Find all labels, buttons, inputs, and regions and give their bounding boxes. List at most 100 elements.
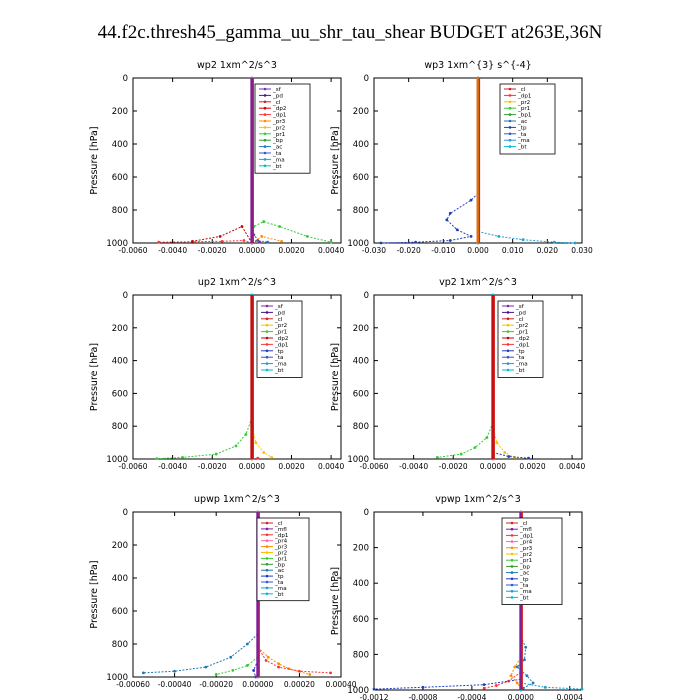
data-point (485, 436, 489, 440)
data-point (264, 659, 268, 662)
data-point (494, 684, 498, 687)
legend-marker (265, 527, 269, 531)
y-tick-label: 600 (112, 389, 128, 399)
y-tick-label: 400 (112, 140, 128, 150)
legend-label: _ac (519, 571, 529, 577)
legend-label: _bp (272, 138, 283, 144)
series-line (437, 422, 494, 458)
y-tick-label: 200 (112, 107, 128, 117)
legend-label: _tp (519, 577, 529, 583)
legend-label: _dp1 (274, 342, 289, 348)
legend-label: _pr4 (519, 540, 533, 546)
data-point (414, 240, 417, 244)
x-tick-label: -0.0040 (399, 462, 428, 471)
legend-marker (263, 164, 267, 168)
legend-marker (510, 577, 514, 581)
legend-marker (265, 317, 269, 321)
legend-marker (265, 349, 269, 353)
legend-label: _ma (274, 586, 287, 592)
legend-label: _cl (519, 521, 528, 527)
legend-marker (265, 592, 269, 596)
data-point (329, 240, 333, 244)
x-tick-label: -0.0004 (457, 693, 486, 700)
legend-marker (265, 311, 269, 314)
x-tick-label: -0.010 (431, 246, 455, 255)
y-tick-label: 600 (353, 389, 369, 399)
legend-marker (263, 126, 267, 129)
data-point (155, 457, 159, 461)
y-tick-label: 600 (353, 615, 369, 625)
data-point (495, 441, 499, 444)
series-line (520, 682, 583, 690)
x-tick-label: -0.0020 (198, 246, 227, 255)
y-tick-label: 400 (112, 574, 128, 584)
legend-marker (508, 132, 512, 136)
data-point (262, 220, 266, 223)
x-tick-label: 0.010 (502, 246, 524, 255)
series-line (156, 417, 253, 460)
data-point (298, 669, 301, 673)
data-point (280, 239, 283, 243)
legend-marker (506, 323, 510, 327)
legend-marker (263, 138, 267, 142)
legend-label: _dp1 (274, 533, 289, 539)
data-point (421, 685, 425, 689)
x-tick-label: -0.00020 (199, 680, 233, 689)
data-point (497, 235, 501, 238)
data-point (580, 687, 584, 691)
legend-marker (263, 158, 267, 161)
data-point (220, 239, 224, 243)
legend-label: _ta (515, 355, 524, 361)
legend-label: _ta (517, 132, 526, 138)
y-tick-label: 1000 (106, 673, 128, 683)
x-tick-label: 0.020 (537, 246, 559, 255)
legend-label: _bt (272, 164, 282, 170)
legend-label: _pr1 (274, 330, 288, 336)
x-tick-label: -0.030 (362, 246, 386, 255)
data-point (229, 655, 233, 659)
legend-label: _pr2 (274, 551, 287, 557)
x-tick-label: -0.0040 (158, 246, 187, 255)
data-point (455, 228, 459, 232)
x-tick-label: 0.0020 (278, 462, 304, 471)
legend-marker (263, 119, 267, 123)
x-tick-label: 0.0020 (278, 246, 304, 255)
data-point (218, 235, 222, 238)
plot-frame (373, 511, 583, 691)
legend-marker (265, 551, 269, 554)
x-tick-label: 0.0000 (239, 462, 265, 471)
legend-label: _pr3 (272, 119, 286, 125)
legend-marker (510, 552, 514, 556)
legend-label: _tp (274, 349, 284, 355)
data-point (473, 446, 477, 449)
x-tick-label: 0.00020 (284, 680, 315, 689)
legend-marker (508, 126, 512, 129)
legend-label: _ma (272, 157, 285, 163)
legend-marker (510, 546, 514, 550)
legend-marker (263, 145, 267, 148)
x-tick-label: -0.0060 (119, 246, 148, 255)
y-tick-label: 0 (123, 508, 128, 518)
legend-label: _pd (274, 310, 285, 316)
plot-frame (132, 77, 342, 244)
x-tick-label: -0.0020 (198, 462, 227, 471)
legend-label: _sf (272, 87, 282, 93)
legend-label: _bp1 (517, 113, 532, 119)
data-point (521, 238, 525, 242)
legend-marker (510, 565, 514, 568)
legend-label: _cl (274, 521, 283, 527)
chart-title: up2 1xm^2/s^3 (198, 277, 276, 288)
data-point (242, 239, 246, 242)
data-point (527, 456, 530, 460)
legend-marker (265, 557, 269, 560)
series-line (143, 633, 259, 674)
x-tick-label: -0.0012 (360, 693, 389, 700)
plot-frame (373, 294, 583, 460)
legend-marker (265, 574, 269, 578)
data-point (258, 240, 262, 244)
x-tick-label: -0.0008 (408, 693, 437, 700)
legend-marker (265, 563, 269, 566)
y-tick-label: 800 (353, 206, 369, 216)
legend-label: _pr1 (515, 330, 529, 336)
data-point (482, 686, 486, 690)
